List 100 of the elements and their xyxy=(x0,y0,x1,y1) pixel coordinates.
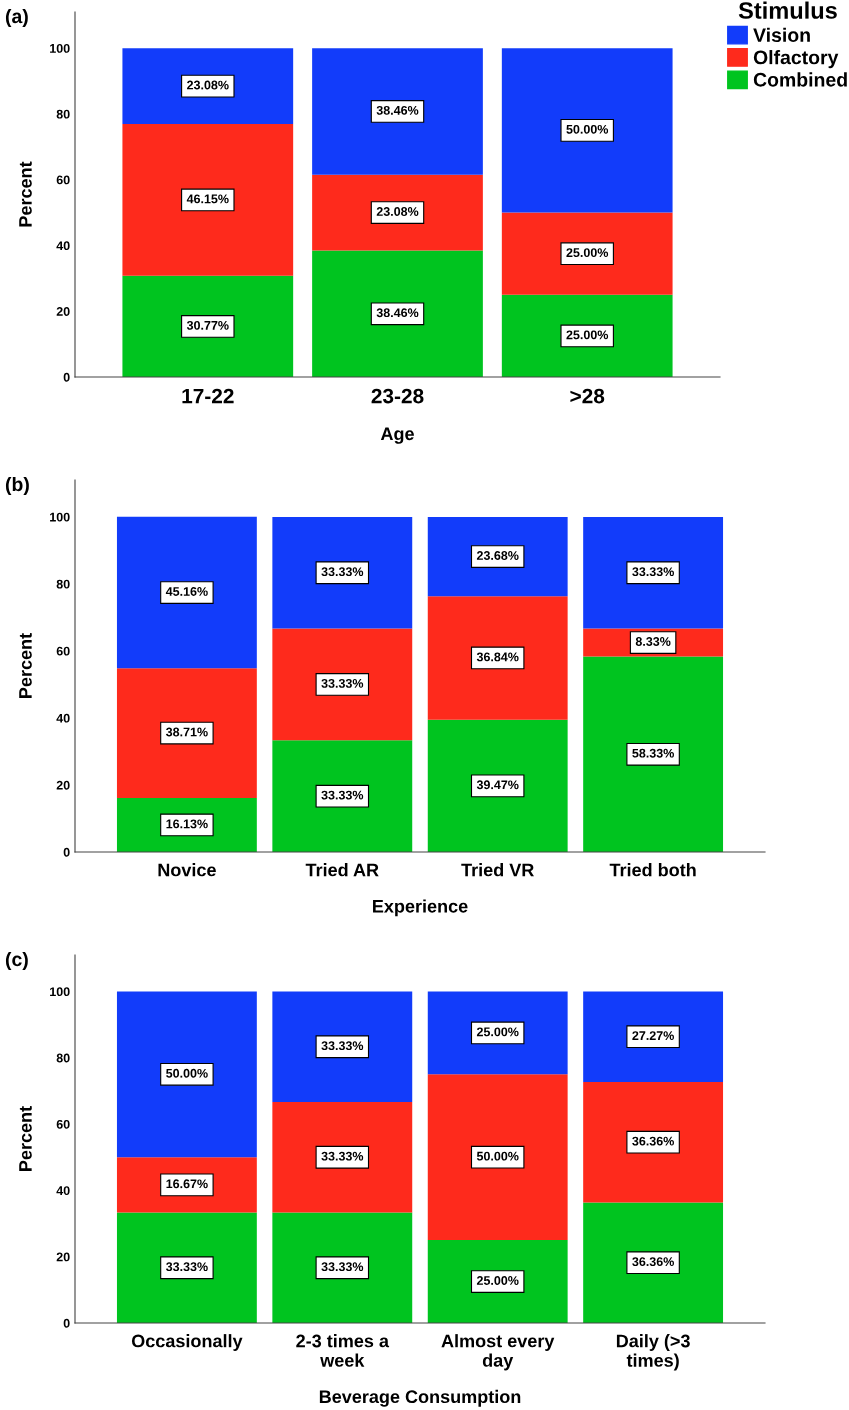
data-label: 38.46% xyxy=(376,308,419,318)
x-tick-label: >28 xyxy=(570,388,605,404)
data-label: 23.08% xyxy=(187,80,229,90)
data-label: 27.27% xyxy=(632,1031,674,1041)
data-label: 25.00% xyxy=(566,330,609,340)
y-tick-label: 60 xyxy=(56,175,70,185)
y-tick-label: 20 xyxy=(56,1252,70,1262)
data-label: 30.77% xyxy=(186,320,229,330)
bar xyxy=(272,740,413,852)
y-axis-title: Percent xyxy=(19,1106,32,1171)
data-label: 16.67% xyxy=(166,1179,208,1189)
bar xyxy=(116,991,257,1158)
x-tick-label: Tried both xyxy=(609,863,696,877)
legend-label: Combined xyxy=(753,72,847,87)
y-tick-label: 60 xyxy=(56,646,70,656)
x-tick-label: Tried VR xyxy=(461,863,534,877)
data-label: 33.33% xyxy=(321,790,364,800)
x-tick-label: 23-28 xyxy=(371,388,424,404)
data-label: 25.00% xyxy=(476,1027,519,1037)
data-label: 46.15% xyxy=(186,194,229,204)
bar xyxy=(501,48,673,213)
data-label: 25.00% xyxy=(566,248,609,258)
bar xyxy=(312,48,483,175)
bar xyxy=(272,991,413,1102)
bar xyxy=(583,656,724,852)
data-label: 33.33% xyxy=(165,1262,208,1272)
bar xyxy=(427,596,568,720)
text: (b) xyxy=(5,476,29,496)
y-tick-label: 0 xyxy=(63,1318,70,1328)
bar xyxy=(427,719,568,852)
y-tick-label: 100 xyxy=(50,512,70,522)
data-label: 50.00% xyxy=(166,1068,208,1078)
bar xyxy=(116,516,257,669)
data-label: 16.13% xyxy=(166,819,208,829)
data-label: 36.84% xyxy=(476,652,519,662)
y-tick-label: 80 xyxy=(56,579,70,589)
y-tick-label: 100 xyxy=(50,43,70,53)
data-label: 23.08% xyxy=(376,207,419,216)
bar xyxy=(122,275,294,377)
y-tick-label: 20 xyxy=(56,307,70,316)
bar xyxy=(501,294,673,377)
data-label: 36.36% xyxy=(632,1136,674,1146)
data-label: 38.46% xyxy=(376,105,419,115)
data-label: 8.33% xyxy=(635,637,671,646)
x-axis-title: Experience xyxy=(373,899,468,917)
data-label: 33.33% xyxy=(321,567,364,577)
data-label: 33.33% xyxy=(321,1262,364,1272)
data-label: 23.68% xyxy=(476,551,519,560)
bar xyxy=(116,668,257,798)
legend-title: Stimulus xyxy=(738,1,837,19)
y-tick-label: 0 xyxy=(63,372,70,382)
y-axis-title: Percent xyxy=(19,633,32,698)
y-tick-label: 40 xyxy=(56,1186,70,1196)
bar xyxy=(583,516,724,629)
text: (a) xyxy=(5,8,28,28)
data-label: 58.33% xyxy=(632,748,674,758)
bar xyxy=(583,991,724,1082)
y-tick-label: 100 xyxy=(50,987,70,997)
data-label: 33.33% xyxy=(321,1041,364,1051)
bar xyxy=(583,1202,724,1323)
y-tick-label: 40 xyxy=(56,713,70,723)
y-tick-label: 60 xyxy=(56,1119,70,1129)
x-tick-label: Daily (>3 times) xyxy=(616,1334,690,1371)
data-label: 50.00% xyxy=(476,1151,519,1161)
bar xyxy=(583,1081,724,1203)
bar xyxy=(312,174,483,251)
legend-label: Vision xyxy=(753,27,810,43)
bar xyxy=(272,1212,413,1323)
data-label: 36.36% xyxy=(632,1257,674,1267)
x-tick-label: Novice xyxy=(158,863,216,877)
y-tick-label: 0 xyxy=(63,847,70,857)
data-label: 33.33% xyxy=(321,678,364,688)
data-label: 45.16% xyxy=(165,587,208,596)
x-tick-label: 2-3 times a week xyxy=(296,1334,390,1367)
data-label: 38.71% xyxy=(165,727,208,737)
y-tick-label: 40 xyxy=(56,241,70,251)
bar xyxy=(122,124,294,276)
y-tick-label: 20 xyxy=(56,780,70,790)
data-label: 25.00% xyxy=(476,1276,519,1285)
bar xyxy=(427,991,568,1075)
bar xyxy=(272,1102,413,1213)
legend-label: Olfactory xyxy=(753,50,839,69)
x-tick-label: Occasionally xyxy=(131,1334,243,1351)
bar xyxy=(427,1074,568,1241)
y-tick-label: 80 xyxy=(56,109,70,119)
data-label: 33.33% xyxy=(632,567,674,577)
data-label: 39.47% xyxy=(476,780,519,790)
bar xyxy=(501,212,673,295)
bar xyxy=(272,628,413,741)
bar xyxy=(272,516,413,629)
x-tick-label: Tried AR xyxy=(305,863,379,877)
x-tick-label: Almost every day xyxy=(441,1334,555,1371)
x-axis-title: Age xyxy=(380,427,414,444)
bar xyxy=(116,1212,257,1323)
data-label: 50.00% xyxy=(566,124,609,134)
y-tick-label: 80 xyxy=(56,1053,70,1063)
data-label: 33.33% xyxy=(321,1151,364,1161)
bar xyxy=(312,250,483,377)
y-axis-title: Percent xyxy=(19,161,32,227)
bar xyxy=(122,48,294,125)
